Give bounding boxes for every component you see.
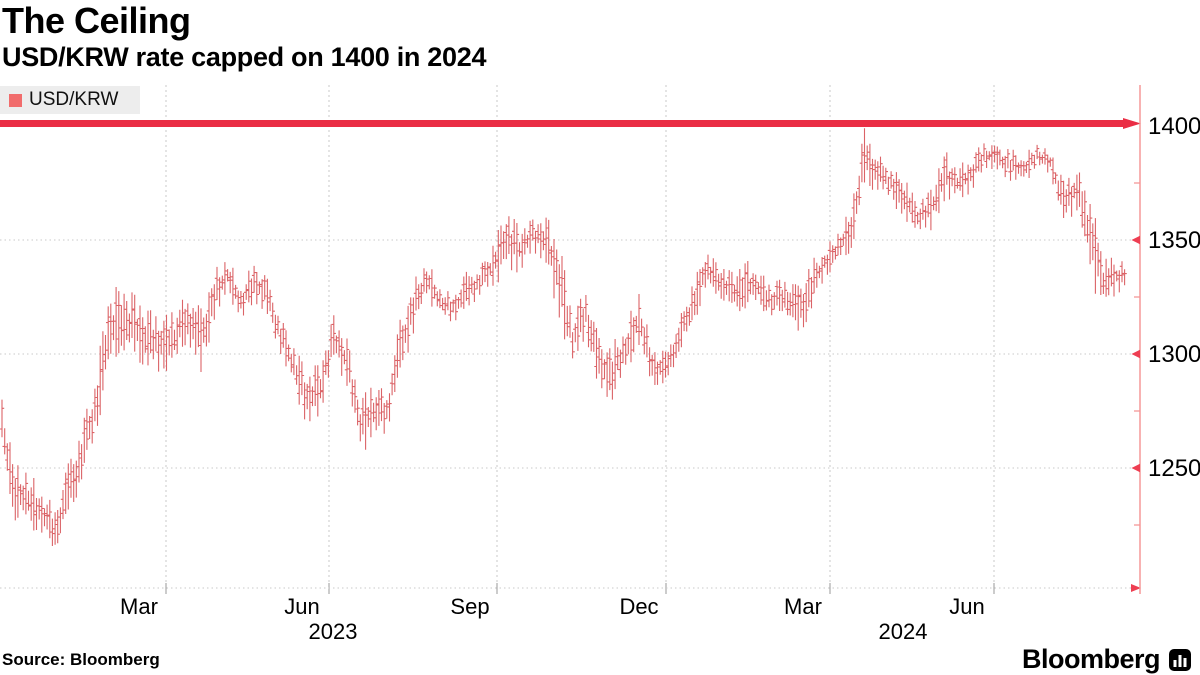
- price-bars: [0, 128, 1127, 546]
- year-label: 2023: [309, 619, 358, 644]
- month-label: Mar: [120, 594, 158, 619]
- month-label: Dec: [619, 594, 658, 619]
- month-label: Jun: [949, 594, 984, 619]
- year-label: 2024: [879, 619, 928, 644]
- page-title: The Ceiling: [2, 0, 191, 41]
- ceiling-arrow-icon: [1123, 118, 1141, 129]
- month-label: Jun: [284, 594, 319, 619]
- bloomberg-chart-icon: [1169, 648, 1191, 671]
- y-tick-label: 1250: [1148, 455, 1200, 482]
- month-label: Mar: [784, 594, 822, 619]
- legend-label: USD/KRW: [29, 89, 119, 110]
- y-tick-arrow-icon: [1131, 463, 1140, 473]
- source-attribution: Source: Bloomberg: [2, 650, 160, 669]
- y-tick-arrow-icon: [1131, 349, 1140, 359]
- chart-subtitle: USD/KRW rate capped on 1400 in 2024: [2, 42, 487, 72]
- bloomberg-brand: Bloomberg: [1022, 644, 1192, 675]
- y-tick-label: 1300: [1148, 341, 1200, 368]
- month-label: Sep: [450, 594, 489, 619]
- legend-swatch-icon: [9, 93, 22, 107]
- y-tick-label: 1400: [1148, 113, 1200, 140]
- y-tick-label: 1350: [1148, 227, 1200, 254]
- legend: USD/KRW: [0, 86, 141, 114]
- ceiling-line: [0, 120, 1124, 127]
- bloomberg-wordmark: Bloomberg: [1021, 644, 1161, 674]
- x-axis-arrow-icon: [1131, 584, 1141, 592]
- y-tick-arrow-icon: [1131, 235, 1140, 245]
